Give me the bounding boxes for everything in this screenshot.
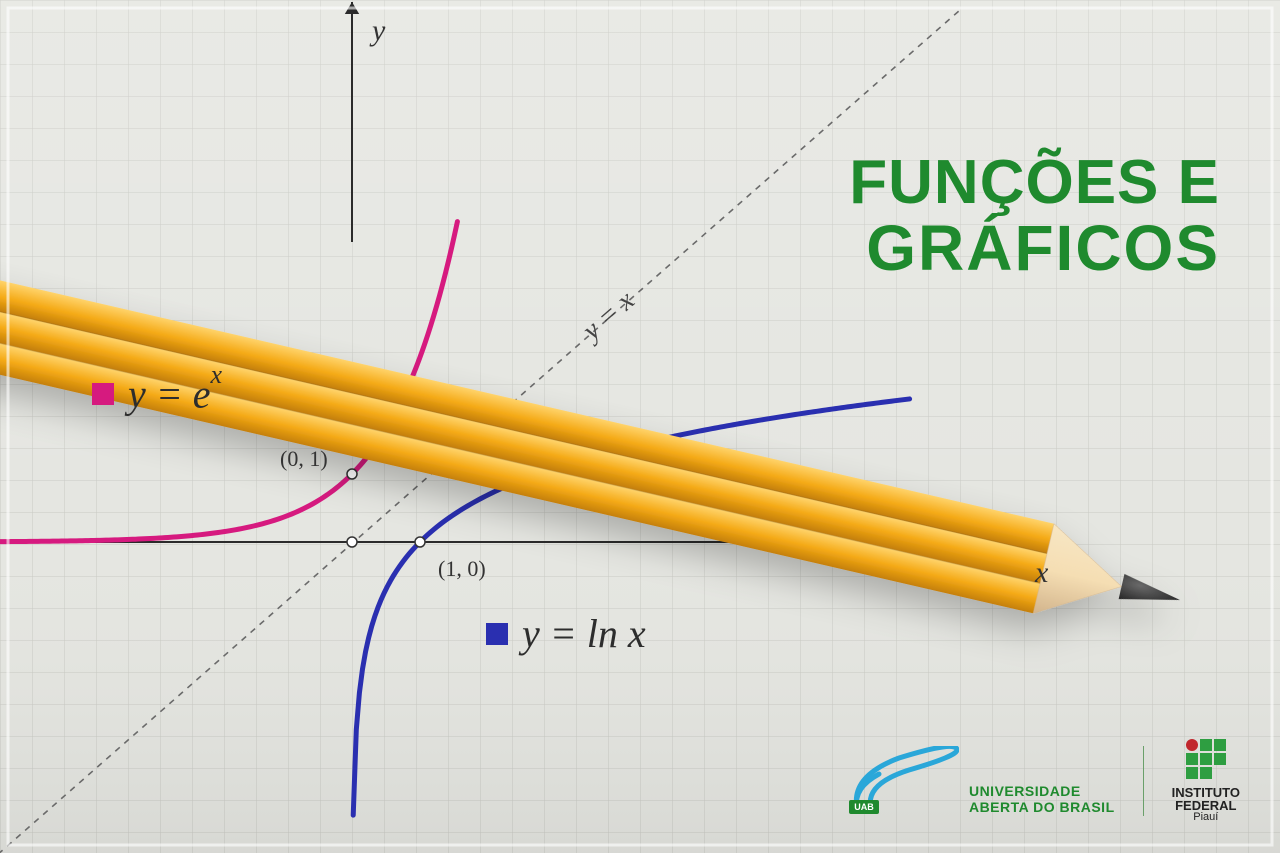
- uab-text: UNIVERSIDADE ABERTA DO BRASIL: [969, 783, 1115, 815]
- if-logo: INSTITUTO FEDERAL Piauí: [1172, 738, 1240, 823]
- uab-swoosh-icon: UAB: [849, 746, 959, 816]
- legend-ln: y = ln x: [486, 610, 646, 657]
- x-axis-label: x: [1035, 556, 1048, 590]
- legend-exp-formula: y = ex: [128, 370, 222, 417]
- if-text: INSTITUTO FEDERAL Piauí: [1172, 786, 1240, 823]
- uab-line2: ABERTA DO BRASIL: [969, 799, 1115, 815]
- point-label-1-0: (1, 0): [438, 556, 486, 582]
- if-sub: Piauí: [1172, 812, 1240, 823]
- y-axis-label: y: [372, 14, 385, 48]
- graphic-card: FUNÇÕES E GRÁFICOS y x y = ex y = ln x (…: [0, 0, 1280, 853]
- legend-ln-formula: y = ln x: [522, 610, 646, 657]
- title-line-1: FUNÇÕES E: [849, 150, 1220, 215]
- if-squares-icon: [1185, 738, 1227, 782]
- title-block: FUNÇÕES E GRÁFICOS: [849, 150, 1220, 282]
- graph-canvas: [0, 0, 1280, 853]
- logo-row: UAB UNIVERSIDADE ABERTA DO BRASIL INSTIT…: [849, 738, 1240, 823]
- uab-logo: UAB UNIVERSIDADE ABERTA DO BRASIL: [849, 746, 1115, 816]
- uab-tag-text: UAB: [854, 802, 874, 812]
- legend-exp: y = ex: [92, 370, 222, 417]
- uab-line1: UNIVERSIDADE: [969, 783, 1115, 799]
- logo-divider: [1143, 746, 1144, 816]
- legend-swatch-exp: [92, 383, 114, 405]
- point-label-0-1: (0, 1): [280, 446, 328, 472]
- title-line-2: GRÁFICOS: [849, 215, 1220, 282]
- legend-swatch-ln: [486, 623, 508, 645]
